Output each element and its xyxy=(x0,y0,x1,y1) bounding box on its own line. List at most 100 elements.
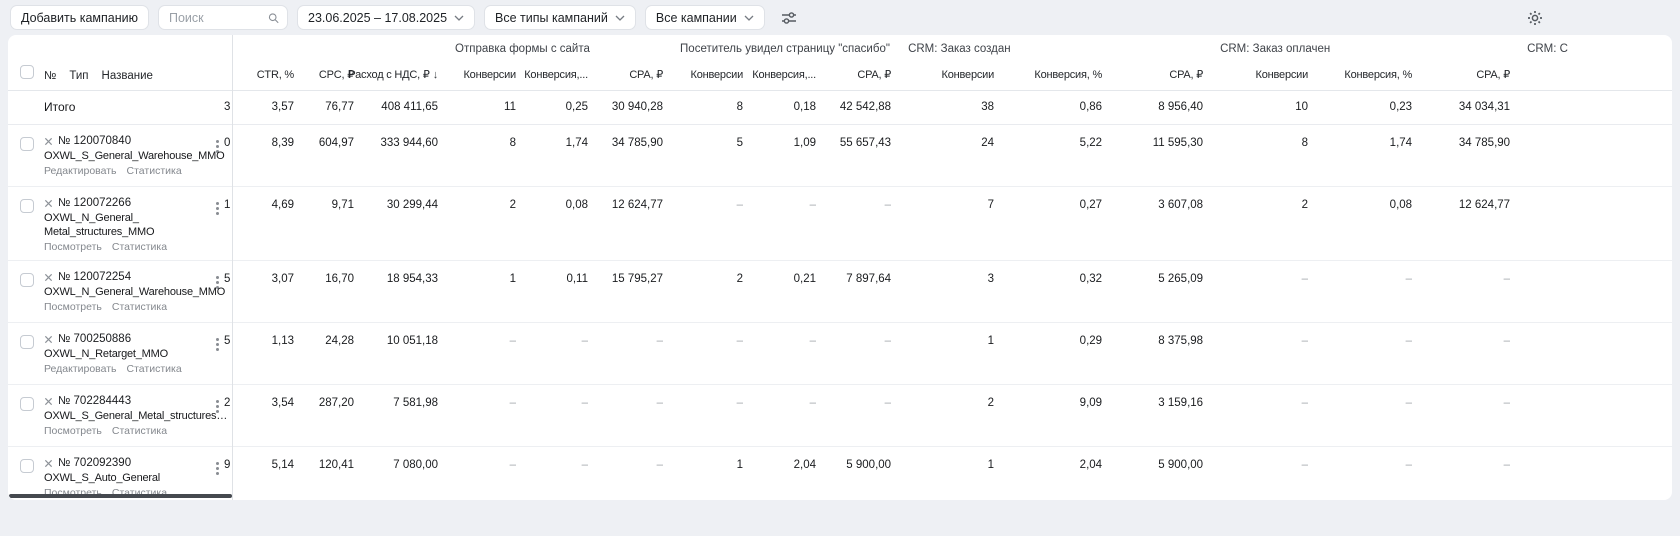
row-menu-button[interactable] xyxy=(215,404,219,408)
row-checkbox[interactable] xyxy=(20,136,34,151)
metric-cell: 3 159,16 xyxy=(1104,384,1206,447)
metric-cell: 18 954,33 xyxy=(356,260,440,323)
campaign-name[interactable]: OXWL_S_General_Warehouse_MMO xyxy=(44,149,225,162)
campaign-action-link[interactable]: Редактировать xyxy=(44,164,117,177)
campaign-action-link[interactable]: Статистика xyxy=(126,164,182,177)
column-header[interactable]: Конверсия, % xyxy=(1310,60,1415,91)
row-menu-button[interactable] xyxy=(215,280,219,284)
campaign-action-link[interactable]: Статистика xyxy=(126,362,182,375)
row-checkbox[interactable] xyxy=(20,396,34,411)
metric-cell: 1 xyxy=(440,260,518,323)
clipped-metric-cell: 3 xyxy=(224,90,232,125)
left-column-headers: № Тип Название xyxy=(40,60,210,91)
campaign-action-link[interactable]: Посмотреть xyxy=(44,240,102,253)
campaign-action-link[interactable]: Статистика xyxy=(111,300,168,313)
metric-cell: 3,54 xyxy=(232,384,296,447)
metric-cell: 5,22 xyxy=(996,124,1105,187)
column-header[interactable]: CPA, ₽ xyxy=(1104,60,1206,91)
row-checkbox[interactable] xyxy=(20,334,34,349)
tune-sliders-icon xyxy=(781,11,796,24)
campaign-name[interactable]: OXWL_N_General_ xyxy=(44,211,139,224)
column-header[interactable]: Расход с НДС, ₽ ↓ xyxy=(348,60,440,91)
campaign-status-icon xyxy=(44,137,53,145)
column-header[interactable]: CPC, ₽ xyxy=(296,60,356,91)
campaign-id: № 120070840 xyxy=(58,135,132,147)
campaign-action-link[interactable]: Посмотреть xyxy=(44,424,102,437)
settings-gear-button[interactable] xyxy=(1520,5,1550,30)
column-header[interactable]: Конверсии xyxy=(440,60,518,91)
metric-cell: 24 xyxy=(893,124,997,187)
column-header[interactable]: CPA, ₽ xyxy=(1414,60,1513,91)
campaign-action-link[interactable]: Редактировать xyxy=(44,362,117,375)
campaign-status-icon xyxy=(44,459,53,467)
row-menu-button[interactable] xyxy=(215,466,219,470)
metric-cell: 2 xyxy=(1205,186,1311,261)
column-header[interactable]: Конверсия,... xyxy=(745,60,819,91)
row-checkbox[interactable] xyxy=(20,272,34,287)
metric-cell: 42 542,88 xyxy=(818,90,894,125)
horizontal-scrollbar-thumb[interactable] xyxy=(9,494,232,498)
overflow-column-header xyxy=(1512,60,1672,91)
metric-cell: 8,39 xyxy=(232,124,296,187)
metric-cell: 0,23 xyxy=(1310,90,1415,125)
campaign-name[interactable]: OXWL_N_Retarget_MMO xyxy=(44,347,168,360)
select-all-checkbox[interactable] xyxy=(20,65,34,80)
metric-cell: 34 785,90 xyxy=(1414,124,1513,187)
row-checkbox[interactable] xyxy=(20,198,34,213)
campaign-name[interactable]: OXWL_S_General_Metal_structures_MMO xyxy=(44,409,230,422)
search-input[interactable] xyxy=(169,10,261,25)
campaign-name[interactable]: OXWL_N_General_Warehouse_MMO xyxy=(44,285,226,298)
campaign-action-link[interactable]: Посмотреть xyxy=(44,300,102,313)
metric-cell: – xyxy=(590,446,666,500)
add-campaign-button[interactable]: Добавить кампанию xyxy=(10,5,149,30)
row-menu-button[interactable] xyxy=(215,144,219,148)
totals-label: Итого xyxy=(40,90,210,125)
column-header[interactable]: Конверсии xyxy=(665,60,746,91)
row-menu-button[interactable] xyxy=(215,342,219,346)
column-header[interactable]: CTR, % xyxy=(232,60,296,91)
metric-cell: – xyxy=(1310,322,1415,385)
metric-cell: 0,21 xyxy=(745,260,819,323)
metric-cell: 7 581,98 xyxy=(356,384,440,447)
metric-cell: – xyxy=(1205,322,1311,385)
date-range-button[interactable]: 23.06.2025 – 17.08.2025 xyxy=(297,5,476,30)
metric-cell: 5 900,00 xyxy=(818,446,894,500)
column-header[interactable]: Конверсия,... xyxy=(518,60,590,91)
metric-cell: 15 795,27 xyxy=(590,260,666,323)
metric-cell: 5,14 xyxy=(232,446,296,500)
row-checkbox[interactable] xyxy=(20,458,34,473)
totals-row: Итого 3 3,57 76,77 408 411,65 11 0,25 30 940,28… xyxy=(8,90,1672,125)
metric-cell: – xyxy=(518,384,590,447)
column-header[interactable]: CPA, ₽ xyxy=(818,60,894,91)
col-header-num: № xyxy=(44,69,57,82)
column-header[interactable]: Конверсии xyxy=(893,60,997,91)
row-menu-button[interactable] xyxy=(215,206,219,210)
campaign-cell: № 120072254 OXWL_N_General_Warehouse_MMO П… xyxy=(40,260,225,323)
metric-cell: 30 299,44 xyxy=(356,186,440,261)
campaign-filter-button[interactable]: Все кампании xyxy=(644,5,765,30)
search-field[interactable] xyxy=(158,5,288,30)
campaign-status-icon xyxy=(44,335,53,343)
metric-cell: – xyxy=(1414,384,1513,447)
metric-cell: – xyxy=(818,186,894,261)
campaign-type-filter-button[interactable]: Все типы кампаний xyxy=(484,5,636,30)
campaign-action-link[interactable]: Статистика xyxy=(111,424,168,437)
column-header[interactable]: CPA, ₽ xyxy=(590,60,666,91)
campaign-action-link[interactable]: Статистика xyxy=(111,240,168,253)
metric-cell: – xyxy=(440,446,518,500)
campaign-status-icon xyxy=(44,397,53,405)
metric-cell: – xyxy=(1310,260,1415,323)
campaign-row: № 700250886 OXWL_N_Retarget_MMO Редактиров… xyxy=(8,322,1672,385)
metric-cell: 120,41 xyxy=(296,446,356,500)
metric-cell: 76,77 xyxy=(296,90,356,125)
column-header[interactable]: Конверсии xyxy=(1205,60,1311,91)
campaign-id: № 702092390 xyxy=(58,457,132,469)
campaign-name[interactable]: OXWL_S_Auto_General xyxy=(44,471,161,484)
column-header[interactable]: Конверсия, % xyxy=(996,60,1105,91)
menu-column-header xyxy=(210,60,224,91)
metric-cell: 408 411,65 xyxy=(356,90,440,125)
filter-settings-button[interactable] xyxy=(774,5,804,30)
metric-cell: 3,57 xyxy=(232,90,296,125)
campaign-name[interactable]: Metal_structures_MMO xyxy=(44,225,155,238)
metric-group-header: Отправка формы с сайта xyxy=(455,42,590,55)
